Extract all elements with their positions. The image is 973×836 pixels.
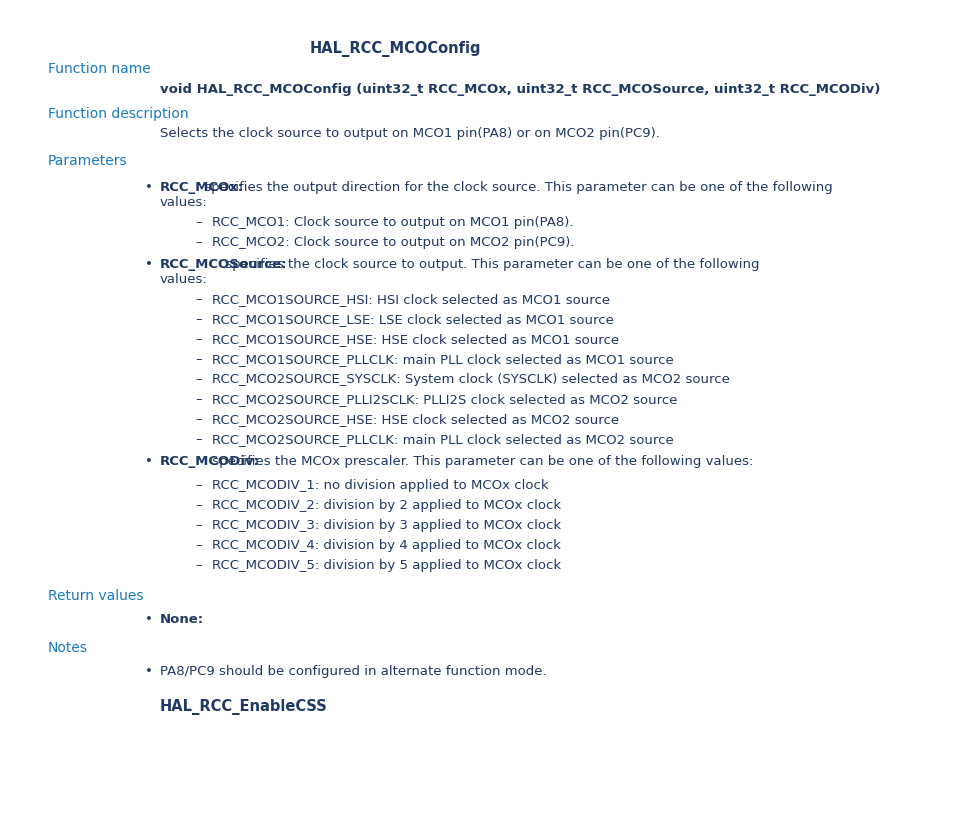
- Text: •: •: [145, 257, 153, 271]
- Text: Return values: Return values: [48, 589, 143, 602]
- Text: •: •: [145, 612, 153, 625]
- Text: RCC_MCO1: Clock source to output on MCO1 pin(PA8).: RCC_MCO1: Clock source to output on MCO1…: [212, 216, 573, 229]
- Text: RCC_MCOx:: RCC_MCOx:: [160, 181, 244, 194]
- Text: –: –: [195, 353, 201, 365]
- Text: RCC_MCO2SOURCE_PLLI2SCLK: PLLI2S clock selected as MCO2 source: RCC_MCO2SOURCE_PLLI2SCLK: PLLI2S clock s…: [212, 393, 677, 405]
- Text: –: –: [195, 373, 201, 385]
- Text: •: •: [145, 665, 153, 677]
- Text: RCC_MCODIV_5: division by 5 applied to MCOx clock: RCC_MCODIV_5: division by 5 applied to M…: [212, 558, 561, 571]
- Text: –: –: [195, 293, 201, 306]
- Text: HAL_RCC_MCOConfig: HAL_RCC_MCOConfig: [310, 41, 482, 57]
- Text: RCC_MCO1SOURCE_HSI: HSI clock selected as MCO1 source: RCC_MCO1SOURCE_HSI: HSI clock selected a…: [212, 293, 610, 306]
- Text: void HAL_RCC_MCOConfig (uint32_t RCC_MCOx, uint32_t RCC_MCOSource, uint32_t RCC_: void HAL_RCC_MCOConfig (uint32_t RCC_MCO…: [160, 83, 881, 96]
- Text: –: –: [195, 236, 201, 248]
- Text: Function name: Function name: [48, 62, 151, 76]
- Text: –: –: [195, 216, 201, 229]
- Text: –: –: [195, 478, 201, 492]
- Text: Parameters: Parameters: [48, 154, 127, 168]
- Text: RCC_MCO2: Clock source to output on MCO2 pin(PC9).: RCC_MCO2: Clock source to output on MCO2…: [212, 236, 574, 248]
- Text: Selects the clock source to output on MCO1 pin(PA8) or on MCO2 pin(PC9).: Selects the clock source to output on MC…: [160, 127, 660, 140]
- Text: •: •: [145, 181, 153, 194]
- Text: specifies the output direction for the clock source. This parameter can be one o: specifies the output direction for the c…: [199, 181, 832, 194]
- Text: specifies the MCOx prescaler. This parameter can be one of the following values:: specifies the MCOx prescaler. This param…: [208, 455, 754, 467]
- Text: •: •: [145, 455, 153, 467]
- Text: RCC_MCODIV_3: division by 3 applied to MCOx clock: RCC_MCODIV_3: division by 3 applied to M…: [212, 518, 561, 532]
- Text: specifies the clock source to output. This parameter can be one of the following: specifies the clock source to output. Th…: [222, 257, 760, 271]
- Text: values:: values:: [160, 196, 208, 209]
- Text: –: –: [195, 498, 201, 512]
- Text: RCC_MCO2SOURCE_SYSCLK: System clock (SYSCLK) selected as MCO2 source: RCC_MCO2SOURCE_SYSCLK: System clock (SYS…: [212, 373, 730, 385]
- Text: –: –: [195, 313, 201, 325]
- Text: Notes: Notes: [48, 640, 88, 655]
- Text: RCC_MCODiv:: RCC_MCODiv:: [160, 455, 260, 467]
- Text: RCC_MCO2SOURCE_HSE: HSE clock selected as MCO2 source: RCC_MCO2SOURCE_HSE: HSE clock selected a…: [212, 412, 619, 426]
- Text: RCC_MCODIV_2: division by 2 applied to MCOx clock: RCC_MCODIV_2: division by 2 applied to M…: [212, 498, 561, 512]
- Text: RCC_MCO2SOURCE_PLLCLK: main PLL clock selected as MCO2 source: RCC_MCO2SOURCE_PLLCLK: main PLL clock se…: [212, 432, 673, 446]
- Text: –: –: [195, 412, 201, 426]
- Text: –: –: [195, 333, 201, 345]
- Text: –: –: [195, 518, 201, 532]
- Text: None:: None:: [160, 612, 204, 625]
- Text: Function description: Function description: [48, 107, 189, 121]
- Text: –: –: [195, 538, 201, 551]
- Text: PA8/PC9 should be configured in alternate function mode.: PA8/PC9 should be configured in alternat…: [160, 665, 547, 677]
- Text: RCC_MCO1SOURCE_LSE: LSE clock selected as MCO1 source: RCC_MCO1SOURCE_LSE: LSE clock selected a…: [212, 313, 614, 325]
- Text: HAL_RCC_EnableCSS: HAL_RCC_EnableCSS: [160, 698, 328, 714]
- Text: RCC_MCO1SOURCE_HSE: HSE clock selected as MCO1 source: RCC_MCO1SOURCE_HSE: HSE clock selected a…: [212, 333, 619, 345]
- Text: –: –: [195, 558, 201, 571]
- Text: RCC_MCODIV_1: no division applied to MCOx clock: RCC_MCODIV_1: no division applied to MCO…: [212, 478, 549, 492]
- Text: values:: values:: [160, 273, 208, 286]
- Text: RCC_MCODIV_4: division by 4 applied to MCOx clock: RCC_MCODIV_4: division by 4 applied to M…: [212, 538, 560, 551]
- Text: RCC_MCO1SOURCE_PLLCLK: main PLL clock selected as MCO1 source: RCC_MCO1SOURCE_PLLCLK: main PLL clock se…: [212, 353, 673, 365]
- Text: RCC_MCOSource:: RCC_MCOSource:: [160, 257, 287, 271]
- Text: –: –: [195, 393, 201, 405]
- Text: –: –: [195, 432, 201, 446]
